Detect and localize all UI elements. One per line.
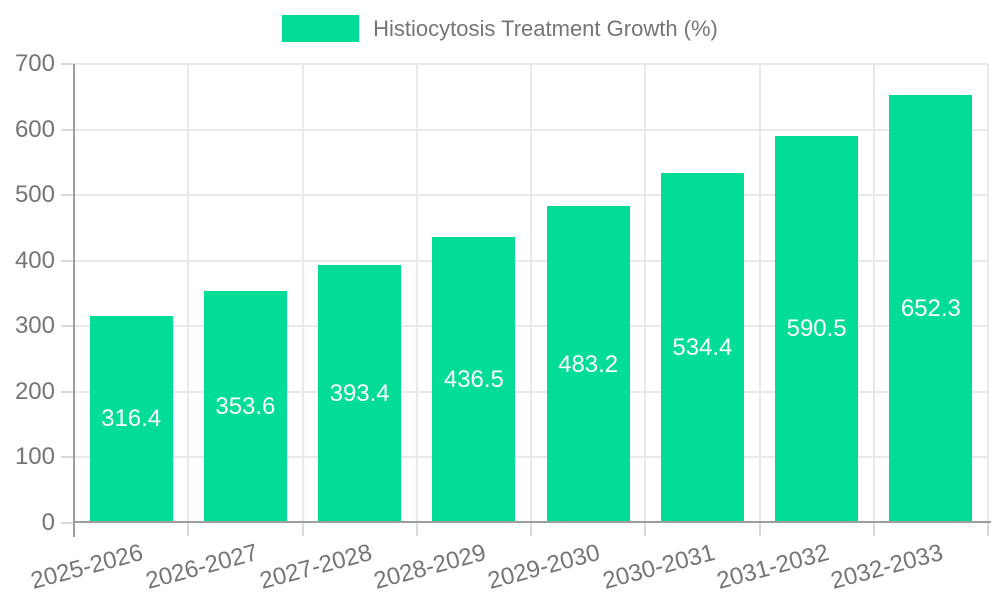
y-axis-tick-label: 400 — [14, 246, 55, 274]
x-axis-label-text: 2027-2028 — [256, 539, 375, 595]
y-axis-line — [73, 64, 75, 537]
y-axis-tick-label: 700 — [14, 50, 55, 77]
y-axis-tick — [61, 522, 74, 524]
bar-value-label: 652.3 — [900, 295, 961, 323]
x-axis-tick — [987, 523, 989, 536]
x-axis-label-text: 2025-2026 — [28, 539, 147, 595]
y-axis-tick-label: 200 — [14, 377, 55, 405]
bar: 590.5 — [775, 135, 859, 523]
y-axis-tick — [61, 194, 74, 197]
x-axis-tick — [644, 523, 647, 536]
gridline-vertical — [301, 64, 304, 523]
x-axis-tick — [758, 523, 761, 536]
gridline-vertical — [644, 64, 647, 523]
bar: 436.5 — [432, 236, 516, 523]
x-axis-label-text: 2029-2030 — [485, 539, 604, 595]
x-axis-label-text: 2032-2033 — [828, 539, 946, 595]
gridline-vertical — [758, 64, 761, 523]
x-axis-label-text: 2030-2031 — [599, 539, 718, 595]
gridline-vertical — [987, 64, 989, 523]
y-axis-tick — [61, 128, 74, 131]
legend-label: Histiocytosis Treatment Growth (%) — [373, 15, 718, 41]
bar-value-label: 436.5 — [443, 365, 504, 393]
bar-value-label: 316.4 — [101, 405, 162, 433]
y-axis-tick — [61, 63, 74, 65]
x-axis-label-text: 2026-2027 — [142, 539, 261, 595]
x-axis-line — [73, 521, 991, 523]
gridline-vertical — [187, 64, 190, 523]
bar: 353.6 — [203, 291, 287, 523]
y-axis-tick — [61, 259, 74, 262]
gridline-vertical — [872, 64, 875, 523]
y-axis-tick-label: 0 — [41, 509, 55, 536]
x-axis-label-text: 2031-2032 — [713, 539, 832, 595]
bar: 393.4 — [318, 265, 402, 523]
x-axis-tick — [872, 523, 875, 536]
x-axis-tick — [530, 523, 532, 536]
y-axis-tick-label: 100 — [14, 443, 55, 471]
x-axis-label-text: 2028-2029 — [371, 539, 489, 595]
y-axis-tick — [61, 456, 74, 459]
y-axis-tick-label: 300 — [14, 312, 55, 340]
x-axis-tick — [187, 523, 190, 536]
gridline-vertical — [530, 64, 532, 523]
bar: 316.4 — [89, 315, 173, 523]
bar-value-label: 590.5 — [786, 315, 847, 343]
bar-value-label: 534.4 — [672, 333, 733, 361]
y-axis-tick-label: 500 — [14, 181, 55, 209]
x-axis-tick — [301, 523, 304, 536]
plot-area: 0 100 200 300 400 500 600 700 316.4 353.6 393.4 436… — [15, 50, 991, 595]
bar-value-label: 353.6 — [215, 393, 276, 421]
x-axis-tick — [415, 523, 418, 536]
legend: Histiocytosis Treatment Growth (%) — [0, 15, 1000, 42]
bar: 483.2 — [546, 206, 630, 523]
y-axis-tick — [61, 390, 74, 393]
y-axis-tick — [61, 325, 74, 328]
bar: 652.3 — [889, 95, 973, 523]
legend-swatch — [282, 15, 360, 42]
gridline-vertical — [415, 64, 418, 523]
bar-value-label: 393.4 — [329, 380, 390, 407]
y-axis-tick-label: 600 — [14, 115, 55, 143]
bar: 534.4 — [660, 172, 744, 523]
bar-value-label: 483.2 — [558, 350, 619, 378]
